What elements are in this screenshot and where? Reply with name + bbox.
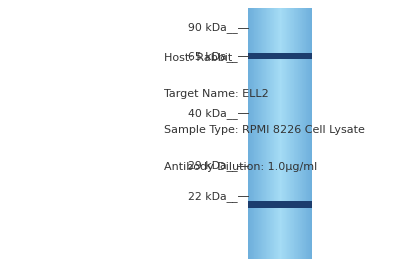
Bar	[306, 8, 308, 259]
Bar	[297, 8, 298, 259]
Bar	[248, 201, 312, 208]
Bar	[304, 8, 305, 259]
Bar	[278, 8, 279, 259]
Bar	[280, 8, 281, 259]
Bar	[266, 8, 267, 259]
Bar	[270, 8, 271, 259]
Bar	[294, 8, 295, 259]
Text: Target Name: ELL2: Target Name: ELL2	[164, 89, 269, 99]
Text: 22 kDa__: 22 kDa__	[188, 191, 238, 202]
Bar	[265, 8, 266, 259]
Bar	[311, 8, 312, 259]
Bar	[276, 8, 277, 259]
Bar	[301, 8, 302, 259]
Bar	[259, 8, 260, 259]
Bar	[307, 8, 308, 259]
Bar	[273, 8, 274, 259]
Bar	[287, 8, 288, 259]
Bar	[250, 8, 252, 259]
Bar	[254, 8, 255, 259]
Bar	[293, 8, 294, 259]
Bar	[274, 8, 275, 259]
Bar	[263, 8, 264, 259]
Bar	[269, 8, 270, 259]
Bar	[251, 8, 252, 259]
Bar	[248, 8, 249, 259]
Bar	[294, 8, 296, 259]
Bar	[308, 8, 309, 259]
Bar	[310, 8, 312, 259]
Bar	[262, 8, 264, 259]
Bar	[303, 8, 304, 259]
Bar	[289, 8, 290, 259]
Bar	[258, 8, 259, 259]
Bar	[281, 8, 282, 259]
Bar	[298, 8, 300, 259]
Bar	[258, 8, 260, 259]
Bar	[270, 8, 272, 259]
Bar	[249, 8, 250, 259]
Bar	[264, 8, 265, 259]
Bar	[253, 8, 254, 259]
Bar	[266, 8, 268, 259]
Bar	[252, 8, 253, 259]
Bar	[268, 8, 269, 259]
Text: 65 kDa__: 65 kDa__	[188, 51, 238, 61]
Bar	[282, 8, 284, 259]
Text: 29 kDa__: 29 kDa__	[188, 160, 238, 171]
Bar	[248, 53, 312, 59]
Text: 90 kDa__: 90 kDa__	[188, 23, 238, 33]
Bar	[283, 8, 284, 259]
Bar	[282, 8, 283, 259]
Bar	[261, 8, 262, 259]
Bar	[291, 8, 292, 259]
Bar	[262, 8, 263, 259]
Bar	[296, 8, 297, 259]
Bar	[295, 8, 296, 259]
Bar	[254, 8, 256, 259]
Bar	[250, 8, 251, 259]
Bar	[306, 8, 307, 259]
Bar	[256, 8, 257, 259]
Bar	[260, 8, 261, 259]
Bar	[285, 8, 286, 259]
Bar	[267, 8, 268, 259]
Bar	[302, 8, 303, 259]
Bar	[292, 8, 293, 259]
Bar	[288, 8, 289, 259]
Bar	[298, 8, 299, 259]
Bar	[310, 8, 311, 259]
Bar	[257, 8, 258, 259]
Text: Sample Type: RPMI 8226 Cell Lysate: Sample Type: RPMI 8226 Cell Lysate	[164, 125, 365, 135]
Bar	[300, 8, 301, 259]
Bar	[299, 8, 300, 259]
Bar	[272, 8, 273, 259]
Text: Antibody Dilution: 1.0μg/ml: Antibody Dilution: 1.0μg/ml	[164, 162, 317, 171]
Bar	[277, 8, 278, 259]
Bar	[278, 8, 280, 259]
Bar	[305, 8, 306, 259]
Bar	[302, 8, 304, 259]
Bar	[284, 8, 285, 259]
Text: 40 kDa__: 40 kDa__	[188, 108, 238, 119]
Bar	[274, 8, 276, 259]
Bar	[271, 8, 272, 259]
Bar	[290, 8, 292, 259]
Bar	[286, 8, 288, 259]
Bar	[275, 8, 276, 259]
Bar	[279, 8, 280, 259]
Bar	[255, 8, 256, 259]
Text: Host: Rabbit: Host: Rabbit	[164, 53, 232, 63]
Bar	[309, 8, 310, 259]
Bar	[290, 8, 291, 259]
Bar	[286, 8, 287, 259]
